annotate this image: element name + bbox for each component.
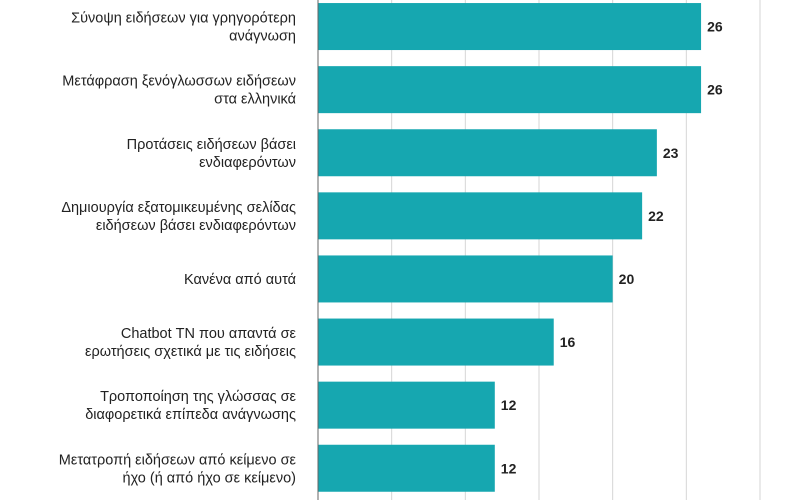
value-label: 23 [663,145,679,161]
value-label: 26 [707,82,723,98]
category-labels-group: Σύνοψη ειδήσεων για γρηγορότερη ανάγνωση Μ… [59,11,297,487]
category-label: Τροποποίηση της γλώσσας σε διαφορετικά επ… [85,389,296,423]
bar [318,3,702,51]
value-label: 20 [619,271,635,287]
value-labels-group: 26 26 23 22 20 16 12 12 [501,19,723,477]
category-label-line: Chatbot ΤΝ που απαντά σε [121,326,297,342]
bar [318,66,702,114]
value-label: 22 [648,208,664,224]
bars-group [318,3,702,492]
category-label-line: ενδιαφερόντων [199,155,296,171]
value-label: 16 [560,334,576,350]
category-label-line: Σύνοψη ειδήσεων για γρηγορότερη [71,11,296,27]
value-label: 12 [501,460,517,476]
category-label: Προτάσεις ειδήσεων βάσει ενδιαφερόντων [127,137,296,171]
category-label: Chatbot ΤΝ που απαντά σε ερωτήσεις σχετικ… [85,326,297,360]
category-label-line: διαφορετικά επίπεδα ανάγνωσης [85,407,296,423]
category-label: Μετατροπή ειδήσεων από κείμενο σε ήχο (ή … [59,452,297,486]
category-label-line: ήχο (ή από ήχο σε κείμενο) [123,470,297,486]
category-label-line: Μετατροπή ειδήσεων από κείμενο σε [59,452,297,468]
category-label-line: Δημιουργία εξατομικευμένης σελίδας [61,200,296,216]
category-label-line: στα ελληνικά [214,92,296,108]
bar [318,255,613,303]
bar [318,444,495,492]
bar [318,381,495,429]
category-label-line: ανάγνωση [229,29,296,45]
category-label: Σύνοψη ειδήσεων για γρηγορότερη ανάγνωση [71,11,296,45]
category-label: Μετάφραση ξενόγλωσσων ειδήσεων στα ελληνι… [62,74,296,108]
category-label-line: Προτάσεις ειδήσεων βάσει [127,137,296,153]
bar [318,129,657,177]
bar [318,318,554,366]
value-label: 26 [707,19,723,35]
category-label-line: Κανένα από αυτά [184,272,296,288]
bar [318,192,643,240]
category-label-line: ειδήσεων βάσει ενδιαφερόντων [96,218,296,234]
value-label: 12 [501,397,517,413]
category-label-line: Μετάφραση ξενόγλωσσων ειδήσεων [62,74,296,90]
category-label-line: ερωτήσεις σχετικά με τις ειδήσεις [85,344,296,360]
category-label-line: Τροποποίηση της γλώσσας σε [100,389,296,405]
category-label: Δημιουργία εξατομικευμένης σελίδας ειδήσε… [61,200,296,234]
category-label: Κανένα από αυτά [184,272,296,288]
